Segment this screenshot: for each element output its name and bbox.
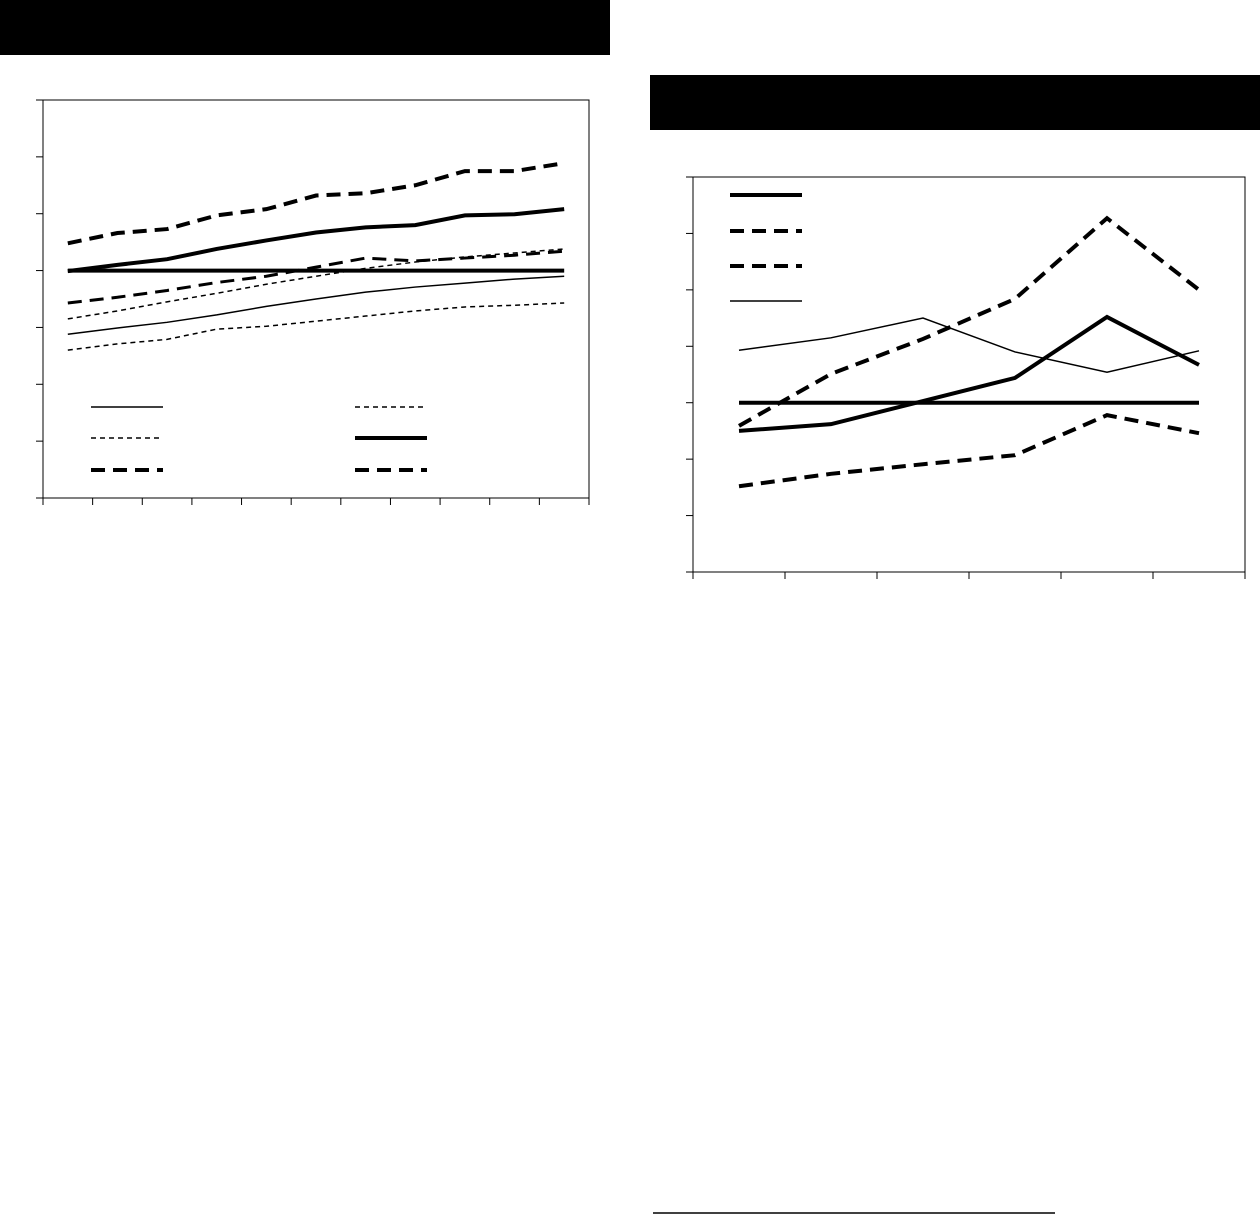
legend (730, 193, 802, 302)
series-line (738, 317, 1200, 374)
series-line (67, 249, 565, 305)
header-bar (650, 75, 1260, 130)
series-line (67, 248, 565, 320)
series-line (67, 161, 565, 246)
series-line (738, 314, 1200, 433)
series-line (67, 302, 565, 351)
series-line (738, 215, 1201, 428)
series-line (67, 275, 565, 335)
series-line (67, 207, 565, 274)
legend (91, 406, 427, 472)
plot-frame (692, 176, 1246, 573)
header-bar (0, 0, 610, 55)
series-line (738, 413, 1200, 489)
plot-frame (42, 99, 590, 499)
